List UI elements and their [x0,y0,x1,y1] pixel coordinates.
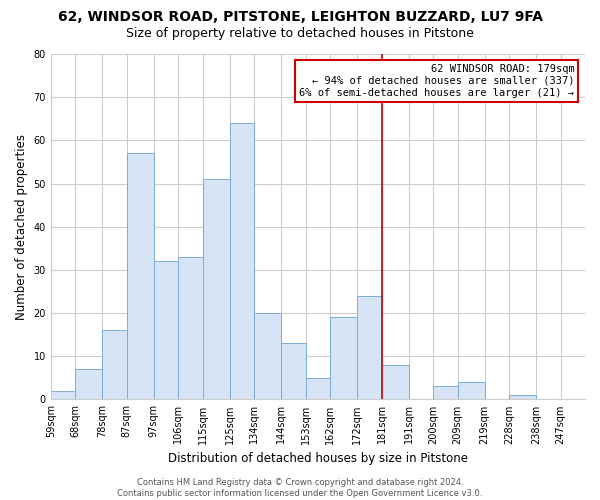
Bar [230,123,254,400]
Bar [203,179,230,400]
Bar [51,391,75,400]
Bar [305,378,330,400]
Text: Size of property relative to detached houses in Pitstone: Size of property relative to detached ho… [126,28,474,40]
Bar [458,382,485,400]
Text: 62, WINDSOR ROAD, PITSTONE, LEIGHTON BUZZARD, LU7 9FA: 62, WINDSOR ROAD, PITSTONE, LEIGHTON BUZ… [58,10,542,24]
Bar [254,313,281,400]
Bar [509,395,536,400]
Bar [154,262,178,400]
Bar [75,369,103,400]
Text: 62 WINDSOR ROAD: 179sqm
← 94% of detached houses are smaller (337)
6% of semi-de: 62 WINDSOR ROAD: 179sqm ← 94% of detache… [299,64,574,98]
Bar [382,365,409,400]
Bar [178,257,203,400]
Y-axis label: Number of detached properties: Number of detached properties [15,134,28,320]
Bar [433,386,458,400]
Bar [281,344,305,400]
Bar [127,154,154,400]
Bar [330,318,357,400]
X-axis label: Distribution of detached houses by size in Pitstone: Distribution of detached houses by size … [168,452,468,465]
Bar [103,330,127,400]
Text: Contains HM Land Registry data © Crown copyright and database right 2024.
Contai: Contains HM Land Registry data © Crown c… [118,478,482,498]
Bar [357,296,382,400]
